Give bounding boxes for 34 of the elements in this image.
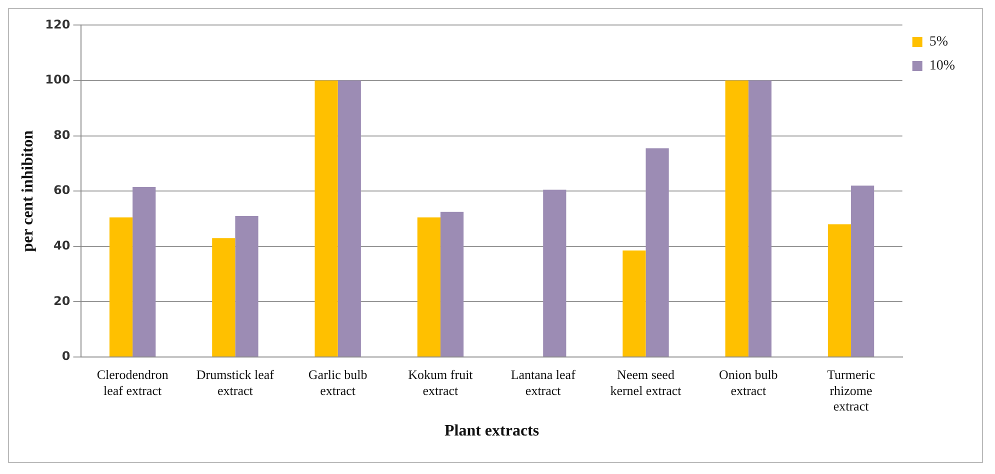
x-tick-label: Onion bulb extract xyxy=(718,367,778,398)
y-tick-label: 20 xyxy=(54,294,70,308)
y-tick-label: 100 xyxy=(45,72,70,87)
y-tick-label: 120 xyxy=(45,17,70,32)
bar xyxy=(132,186,156,356)
x-tick-label: Garlic bulb extract xyxy=(308,367,368,398)
bar xyxy=(417,217,440,356)
x-tick-label: Kokum fruit extract xyxy=(408,367,474,398)
legend-label: 5% xyxy=(929,34,948,50)
legend-label: 10% xyxy=(929,58,956,74)
bar xyxy=(314,80,338,356)
bar xyxy=(543,190,566,356)
bar xyxy=(828,224,852,356)
bar xyxy=(748,80,772,356)
bar xyxy=(440,212,464,356)
x-tick-label: Neem seed kernel extract xyxy=(610,367,682,398)
x-axis-title: Plant extracts xyxy=(444,422,540,440)
x-tick-label: Clerodendron leaf extract xyxy=(96,367,169,398)
x-tick-label: Lantana leaf extract xyxy=(510,367,576,398)
y-tick-label: 0 xyxy=(62,349,70,364)
bar xyxy=(338,80,361,356)
bar xyxy=(109,217,133,356)
bar xyxy=(725,80,748,356)
y-axis-title: per cent inhibiton xyxy=(20,130,37,252)
bar xyxy=(212,238,236,356)
y-tick-label: 80 xyxy=(54,128,70,142)
y-tick-label: 60 xyxy=(54,183,70,198)
y-tick-label: 40 xyxy=(54,238,70,253)
bar xyxy=(622,250,646,356)
bar xyxy=(851,186,874,356)
x-tick-label: Turmeric rhizome extract xyxy=(827,367,876,414)
x-tick-label: Drumstick leaf extract xyxy=(196,367,275,398)
bar xyxy=(646,148,669,356)
bar xyxy=(235,216,258,356)
